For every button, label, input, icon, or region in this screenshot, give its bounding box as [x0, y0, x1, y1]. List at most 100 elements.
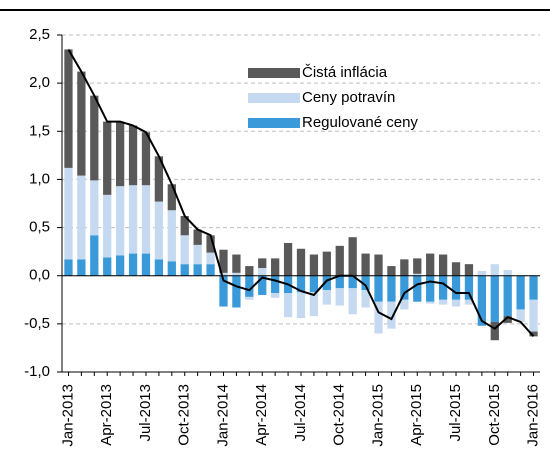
- bar-segment: [400, 275, 409, 300]
- bar-segment: [180, 216, 189, 236]
- bar-segment: [167, 210, 176, 262]
- bar-segment: [283, 293, 293, 318]
- bar-segment: [271, 258, 280, 276]
- bar-segment: [103, 257, 112, 276]
- x-tick-label: Apr-2015: [408, 384, 425, 446]
- bar-segment: [206, 264, 215, 276]
- bar-segment: [64, 259, 73, 276]
- bar-segment: [128, 253, 138, 276]
- bar-segment: [167, 184, 176, 211]
- bar-segment: [154, 156, 164, 202]
- bar-segment: [219, 275, 228, 307]
- bar-segment: [387, 301, 396, 329]
- bar-segment: [529, 275, 538, 300]
- y-tick-label: 0,5: [29, 219, 50, 236]
- bar-segment: [141, 132, 151, 186]
- bar-segment: [451, 275, 461, 300]
- bar-segment: [64, 49, 73, 168]
- bar-segment: [387, 266, 396, 276]
- bar-segment: [180, 264, 189, 276]
- bar-segment: [128, 125, 138, 186]
- bar-segment: [374, 275, 383, 302]
- x-tick-label: Jan-2014: [214, 384, 231, 447]
- bar-segment: [464, 264, 474, 276]
- bar-segment: [361, 290, 370, 308]
- bar-segment: [193, 244, 202, 265]
- x-tick-label: Jul-2014: [292, 384, 309, 442]
- bar-segment: [438, 254, 448, 276]
- bar-segment: [271, 275, 280, 294]
- x-tick-label: Oct-2013: [176, 384, 193, 446]
- x-tick-label: Apr-2013: [98, 384, 115, 446]
- bar-segment: [322, 275, 331, 291]
- bar-segment: [77, 175, 86, 260]
- bar-segment: [296, 292, 306, 319]
- bar-segment: [400, 299, 409, 310]
- x-tick-label: Oct-2014: [331, 384, 348, 446]
- bar-segment: [232, 254, 241, 273]
- bar-segment: [413, 275, 422, 302]
- bar-segment: [154, 201, 164, 260]
- bar-segment: [322, 290, 331, 305]
- bar-segment: [477, 275, 486, 326]
- y-tick-label: 1,0: [29, 170, 50, 187]
- y-tick-label: 0,0: [29, 267, 50, 284]
- bar-segment: [503, 316, 512, 323]
- bar-segment: [361, 253, 370, 276]
- bar-segment: [426, 275, 435, 302]
- bar-segment: [309, 292, 319, 317]
- bar-segment: [529, 331, 538, 337]
- bar-segment: [516, 309, 525, 322]
- bar-segment: [503, 275, 512, 317]
- y-tick-label: -0,5: [24, 315, 50, 332]
- bar-segment: [103, 194, 112, 258]
- total-line: [67, 48, 535, 338]
- bar-segment: [206, 252, 215, 265]
- bar-segment: [374, 301, 383, 334]
- bar-segment: [283, 242, 293, 276]
- x-tick-label: Jan-2013: [59, 384, 76, 447]
- bar-segment: [361, 275, 370, 291]
- bar-segment: [374, 254, 383, 276]
- x-tick-label: Apr-2014: [253, 384, 270, 446]
- bar-segment: [335, 275, 344, 289]
- bar-segment: [438, 299, 448, 305]
- bar-segment: [128, 185, 138, 254]
- bar-segment: [516, 275, 525, 310]
- bar-segment: [219, 272, 228, 276]
- legend-label: Ceny potravín: [302, 89, 395, 106]
- bar-segment: [348, 275, 357, 289]
- bar-segment: [141, 253, 151, 276]
- bar-segment: [77, 259, 86, 276]
- x-tick-label: Oct-2015: [486, 384, 503, 446]
- bar-segment: [413, 258, 422, 274]
- bar-segment: [180, 235, 189, 265]
- bar-segment: [490, 275, 499, 322]
- bar-segment: [193, 264, 202, 276]
- bar-segment: [258, 258, 267, 269]
- bar-segment: [490, 321, 499, 341]
- y-tick-label: -1,0: [24, 363, 50, 380]
- bar-segment: [193, 229, 202, 245]
- bar-segment: [116, 186, 125, 256]
- bar-segment: [503, 269, 512, 276]
- bar-segment: [451, 299, 461, 307]
- x-tick-label: Jan-2015: [369, 384, 386, 447]
- bar-segment: [258, 268, 267, 276]
- bar-segment: [387, 275, 396, 302]
- legend-swatch: [248, 118, 300, 128]
- bar-segment: [296, 248, 306, 276]
- x-tick-label: Jul-2013: [137, 384, 154, 442]
- y-tick-label: 1,5: [29, 122, 50, 139]
- bar-segment: [529, 299, 538, 332]
- bar-segment: [426, 253, 435, 276]
- bar-segment: [400, 259, 409, 276]
- y-tick-label: 2,0: [29, 74, 50, 91]
- bar-segment: [438, 275, 448, 300]
- bar-segment: [348, 237, 357, 276]
- legend-swatch: [248, 68, 300, 78]
- legend-label: Regulované ceny: [302, 114, 418, 131]
- bar-segment: [335, 245, 344, 276]
- y-tick-label: 2,5: [29, 26, 50, 43]
